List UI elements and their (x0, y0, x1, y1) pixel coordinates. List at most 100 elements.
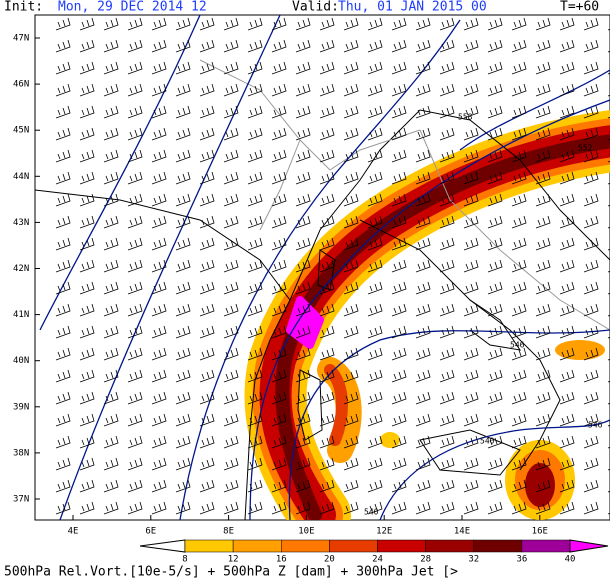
wind-barb (271, 391, 287, 405)
wind-barb (415, 105, 431, 119)
wind-barb (511, 237, 527, 251)
wind-barb (103, 193, 119, 207)
contour-label: 558 (458, 113, 473, 122)
wind-barb (463, 391, 479, 405)
wind-barb (247, 303, 263, 317)
wind-barb (535, 127, 551, 141)
wind-barb (511, 435, 527, 449)
contour-label: 540 (364, 508, 379, 517)
wind-barb (103, 105, 119, 119)
lon-label: 12E (376, 527, 392, 537)
wind-barb (199, 237, 215, 251)
wind-barb (343, 413, 359, 427)
wind-barb (391, 17, 407, 31)
wind-barb (535, 479, 551, 493)
wind-barb (367, 149, 383, 163)
wind-barb (295, 413, 311, 427)
wind-barb (583, 259, 599, 273)
wind-barb (127, 61, 143, 75)
wind-barb (343, 83, 359, 97)
wind-barb (583, 281, 599, 295)
colorbar-tick: 24 (372, 555, 383, 565)
wind-barb (367, 237, 383, 251)
wind-barb (271, 413, 287, 427)
wind-barb (343, 281, 359, 295)
wind-barb (415, 479, 431, 493)
wind-barbs (55, 17, 610, 515)
wind-barb (463, 435, 479, 449)
wind-barb (103, 61, 119, 75)
wind-barb (463, 501, 479, 515)
wind-barb (391, 325, 407, 339)
colorbar-segment (473, 539, 523, 553)
wind-barb (463, 369, 479, 383)
wind-barb (199, 347, 215, 361)
wind-barb (271, 325, 287, 339)
wind-barb (463, 479, 479, 493)
wind-barb (439, 457, 455, 471)
wind-barb (247, 347, 263, 361)
wind-barb (391, 281, 407, 295)
colorbar-segment (232, 539, 282, 553)
wind-barb (55, 281, 71, 295)
wind-barb (367, 61, 383, 75)
wind-barb (199, 193, 215, 207)
wind-barb (199, 39, 215, 53)
wind-barb (55, 347, 71, 361)
wind-barb (415, 435, 431, 449)
wind-barb (295, 237, 311, 251)
wind-barb (175, 83, 191, 97)
wind-barb (103, 303, 119, 317)
colorbar-tick: 36 (516, 555, 527, 565)
wind-barb (487, 259, 503, 273)
wind-barb (319, 105, 335, 119)
wind-barb (223, 435, 239, 449)
wind-barb (415, 281, 431, 295)
wind-barb (439, 325, 455, 339)
wind-barb (271, 347, 287, 361)
wind-barb (79, 83, 95, 97)
wind-barb (247, 391, 263, 405)
wind-barb (127, 435, 143, 449)
wind-barb (103, 259, 119, 273)
contour-label: 546 (510, 341, 525, 350)
lat-label: 37N (13, 495, 29, 505)
wind-barb (151, 347, 167, 361)
wind-barb (511, 325, 527, 339)
colorbar-segment (425, 539, 474, 553)
wind-barb (247, 171, 263, 185)
wind-barb (247, 127, 263, 141)
wind-barb (343, 127, 359, 141)
wind-barb (151, 149, 167, 163)
wind-barb (511, 149, 527, 163)
wind-barb (319, 61, 335, 75)
wind-barb (487, 457, 503, 471)
wind-barb (415, 413, 431, 427)
wind-barb (79, 391, 95, 405)
wind-barb (415, 259, 431, 273)
wind-barb (343, 215, 359, 229)
wind-barb (271, 193, 287, 207)
wind-barb (391, 369, 407, 383)
wind-barb (583, 369, 599, 383)
wind-barb (415, 83, 431, 97)
wind-barb (439, 127, 455, 141)
wind-barb (103, 237, 119, 251)
wind-barb (223, 83, 239, 97)
wind-barb (511, 369, 527, 383)
wind-barb (295, 127, 311, 141)
wind-barb (175, 61, 191, 75)
wind-barb (583, 237, 599, 251)
wind-barb (223, 457, 239, 471)
wind-barb (559, 105, 575, 119)
wind-barb (103, 149, 119, 163)
wind-barb (199, 391, 215, 405)
colorbar-over (569, 539, 609, 553)
wind-barb (295, 39, 311, 53)
contour-label: 540 (480, 437, 495, 446)
wind-barb (439, 39, 455, 53)
init-time: Mon, 29 DEC 2014 12 (58, 0, 207, 15)
wind-barb (511, 61, 527, 75)
wind-barb (103, 391, 119, 405)
